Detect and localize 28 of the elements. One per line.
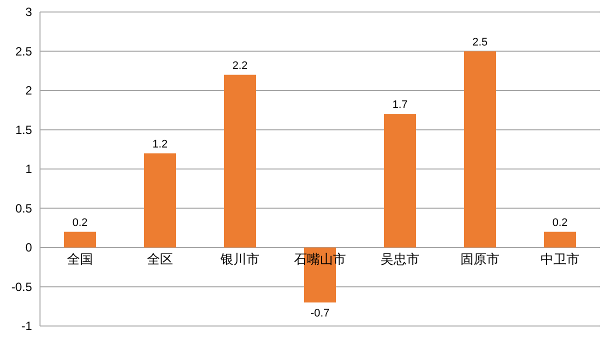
x-tick-label: 吴忠市 (380, 252, 420, 266)
bar (464, 51, 496, 248)
bar (144, 153, 176, 248)
bar (64, 232, 96, 248)
data-label: 0.2 (72, 216, 88, 229)
bar (224, 74, 256, 248)
x-tick-label: 全区 (147, 252, 173, 266)
x-tick-label: 中卫市 (540, 252, 580, 266)
y-tick-label: -1 (21, 319, 32, 333)
data-label: 1.7 (392, 99, 408, 112)
y-tick-label: 0 (25, 240, 32, 254)
y-tick-label: 2 (25, 84, 32, 98)
y-tick-label: 1.5 (15, 122, 32, 137)
data-label: 2.5 (472, 36, 488, 48)
data-label: 1.2 (152, 138, 168, 150)
data-label: 2.2 (232, 60, 248, 72)
x-tick-label: 银川市 (220, 252, 260, 266)
bar (384, 114, 416, 248)
x-tick-label: 全国 (67, 252, 93, 266)
y-tick-label: 2.5 (15, 44, 32, 58)
y-tick-label: 1 (25, 162, 32, 176)
y-tick-label: -0.5 (11, 280, 32, 294)
x-tick-label: 固原市 (460, 252, 500, 266)
data-label: -0.7 (310, 307, 330, 320)
data-label: 0.2 (552, 216, 568, 229)
y-tick-label: 0.5 (15, 201, 32, 216)
bar (544, 232, 576, 248)
y-tick-label: 3 (25, 5, 32, 19)
